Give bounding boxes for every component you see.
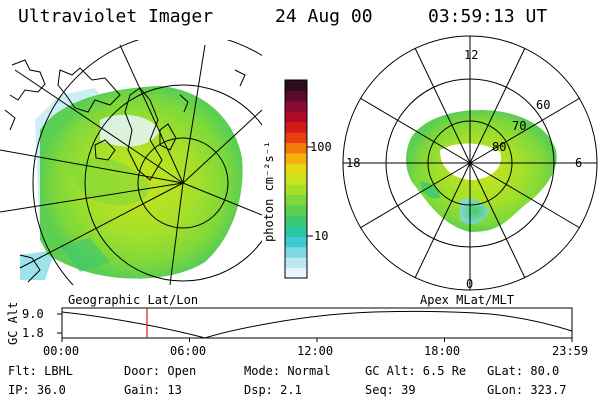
colorbar-swatch (285, 236, 307, 248)
colorbar-swatch (285, 205, 307, 216)
geographic-label: Geographic Lat/Lon (68, 293, 199, 307)
altitude-tick-1-8: 1.8 (22, 326, 44, 340)
colorbar-swatch (285, 142, 307, 154)
colorbar-swatch (285, 257, 307, 269)
mlt-6: 6 (575, 156, 583, 170)
status-gain: Gain: 13 (124, 383, 182, 397)
geographic-oval (40, 86, 243, 279)
colorbar-swatch (285, 152, 307, 164)
time-tick-2359: 23:59 (552, 344, 589, 358)
colorbar (284, 79, 313, 279)
altitude-tick-9: 9.0 (22, 307, 44, 321)
colorbar-swatch (285, 194, 307, 206)
mlt-18: 18 (346, 156, 361, 170)
colorbar-swatch (285, 173, 307, 185)
time-tick-1200: 12:00 (297, 344, 334, 358)
colorbar-tick-100: 100 (310, 140, 332, 154)
mlat-70: 70 (512, 119, 527, 133)
geographic-map (0, 40, 262, 285)
time-ticks (61, 338, 573, 342)
colorbar-swatch (285, 215, 307, 227)
mlt-0: 0 (466, 277, 474, 291)
colorbar-swatch (285, 111, 307, 123)
apex-label: Apex MLat/MLT (420, 293, 514, 307)
mlat-60: 60 (536, 98, 551, 112)
apex-map (342, 35, 598, 291)
altitude-curve (61, 310, 573, 339)
colorbar-tick-10: 10 (314, 229, 329, 243)
time-tick-0600: 06:00 (170, 344, 207, 358)
colorbar-swatch (285, 225, 307, 237)
apex-oval (406, 110, 557, 232)
altitude-plot (57, 307, 573, 342)
status-gc-alt: GC Alt: 6.5 Re (365, 364, 467, 378)
coastlines (4, 59, 246, 283)
colorbar-swatch (285, 184, 307, 196)
colorbar-swatch (285, 246, 307, 258)
status-seq: Seq: 39 (365, 383, 416, 397)
apex-grid (342, 35, 598, 291)
altitude-axis-label: GC Alt (6, 301, 20, 345)
colorbar-swatch (285, 80, 307, 91)
colorbar-swatch (285, 100, 307, 112)
colorbar-swatch (285, 132, 307, 144)
status-door: Door: Open (124, 364, 197, 378)
status-mode: Mode: Normal (244, 364, 331, 378)
time-tick-0000: 00:00 (43, 344, 80, 358)
status-glon: GLon: 323.7 (487, 383, 567, 397)
colorbar-swatch (285, 90, 307, 102)
status-filter: Flt: LBHL (8, 364, 74, 378)
observation-date: 24 Aug 00 (275, 6, 373, 27)
status-glat: GLat: 80.0 (487, 364, 560, 378)
geographic-grid (0, 40, 262, 285)
colorbar-swatch (285, 121, 307, 133)
colorbar-swatch (285, 267, 307, 279)
instrument-title: Ultraviolet Imager (18, 6, 214, 27)
observation-time: 03:59:13 UT (428, 6, 548, 27)
colorbar-swatch (285, 163, 307, 175)
mlat-80: 80 (492, 140, 507, 154)
mlt-12: 12 (464, 48, 479, 62)
time-tick-1800: 18:00 (424, 344, 461, 358)
colorbar-unit-label: photon cm⁻²s⁻¹ (262, 140, 276, 242)
status-ip: IP: 36.0 (8, 383, 66, 397)
status-dsp: Dsp: 2.1 (244, 383, 302, 397)
